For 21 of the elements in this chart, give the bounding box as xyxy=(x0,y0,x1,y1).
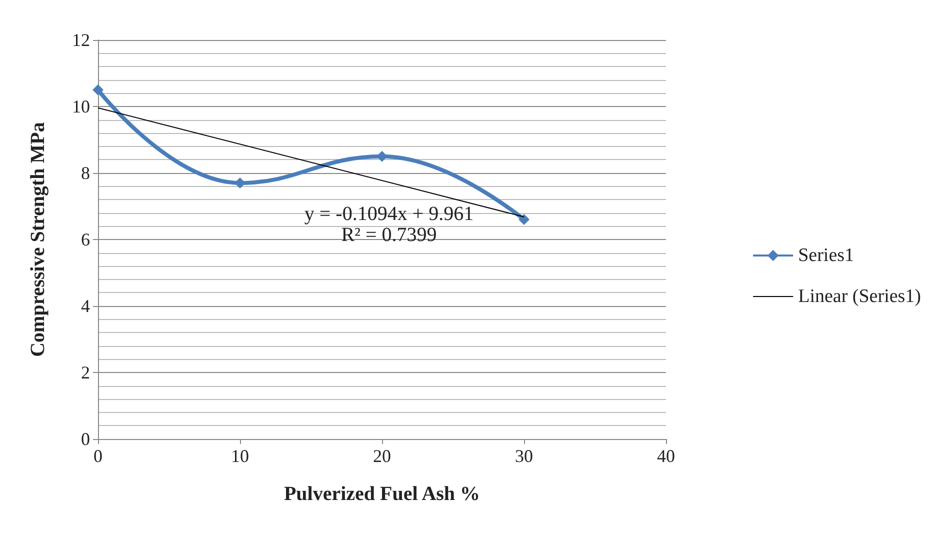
x-axis-title: Pulverized Fuel Ash % xyxy=(284,483,480,505)
y-tick-label: 10 xyxy=(72,96,90,116)
annotation: y = -0.1094x + 9.961 xyxy=(304,203,474,225)
y-tick-label: 8 xyxy=(81,163,90,183)
y-tick-label: 12 xyxy=(72,30,90,50)
x-tick-label: 10 xyxy=(231,446,249,466)
x-tick-label: 40 xyxy=(657,446,675,466)
y-tick-label: 0 xyxy=(81,429,90,449)
x-tick-label: 0 xyxy=(94,446,102,466)
x-tick-label: 30 xyxy=(515,446,533,466)
annotation: R² = 0.7399 xyxy=(341,224,437,246)
legend-label: Linear (Series1) xyxy=(798,286,922,307)
y-tick-label: 6 xyxy=(81,230,90,250)
y-tick-label: 4 xyxy=(81,296,90,316)
x-tick-label: 20 xyxy=(373,446,391,466)
point xyxy=(92,84,104,96)
point xyxy=(518,214,530,226)
point xyxy=(234,177,246,188)
y-axis-title: Compressive Strength MPa xyxy=(27,122,49,357)
legend-label: Series1 xyxy=(798,245,854,266)
y-tick-label: 2 xyxy=(81,362,90,382)
